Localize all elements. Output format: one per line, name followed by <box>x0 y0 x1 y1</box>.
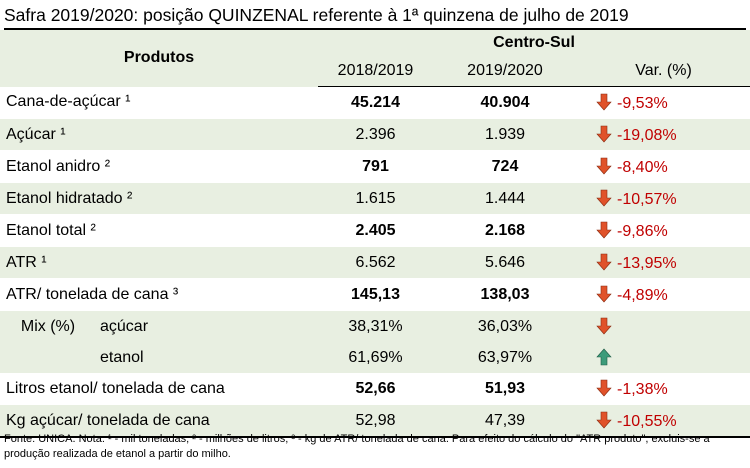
row-label: ATR/ tonelada de cana ³ <box>0 278 318 311</box>
variation-value: -10,57% <box>617 190 677 208</box>
value-2018: 791 <box>318 150 433 183</box>
products-header: Produtos <box>0 30 318 87</box>
value-2019: 138,03 <box>433 278 577 311</box>
variation-value: -1,38% <box>617 380 668 398</box>
row-label: Açúcar ¹ <box>0 118 318 151</box>
value-2019: 51,93 <box>433 373 577 405</box>
variation-cell: -9,86% <box>577 214 750 247</box>
year-2018-header: 2018/2019 <box>318 56 433 87</box>
mix-sugar-label: açúcar <box>100 317 149 335</box>
variation-value: -13,95% <box>617 254 677 272</box>
production-table: Produtos Centro-Sul 2018/2019 2019/2020 … <box>0 30 750 438</box>
variation-value: -19,08% <box>617 126 677 144</box>
mix-sugar-trend <box>577 310 750 342</box>
region-header: Centro-Sul <box>318 30 750 56</box>
row-label: Etanol total ² <box>0 214 318 247</box>
value-2018: 45.214 <box>318 86 433 119</box>
row-label: ATR ¹ <box>0 246 318 279</box>
variation-cell: -19,08% <box>577 118 750 151</box>
mix-ethanol-2019: 63,97% <box>433 342 577 373</box>
value-2018: 1.615 <box>318 182 433 215</box>
value-2019: 5.646 <box>433 246 577 279</box>
variation-cell: -4,89% <box>577 278 750 311</box>
variation-value: -8,40% <box>617 158 668 176</box>
variation-value: -10,55% <box>617 412 677 430</box>
value-2018: 145,13 <box>318 278 433 311</box>
row-label: Etanol anidro ² <box>0 150 318 183</box>
value-2018: 52,66 <box>318 373 433 405</box>
variation-value: -9,53% <box>617 94 668 112</box>
variation-cell: -10,55% <box>577 404 750 438</box>
variation-header: Var. (%) <box>577 56 750 87</box>
down-arrow-icon <box>595 93 613 111</box>
mix-row-sugar: Mix (%) açúcar 38,31% 36,03% <box>0 310 750 342</box>
down-arrow-icon <box>595 221 613 239</box>
value-2019: 1.939 <box>433 118 577 151</box>
mix-sugar-2019: 36,03% <box>433 310 577 342</box>
down-arrow-icon <box>595 189 613 207</box>
mix-ethanol-trend <box>577 342 750 373</box>
down-arrow-icon <box>595 157 613 175</box>
down-arrow-icon <box>595 411 613 429</box>
variation-cell: -1,38% <box>577 373 750 405</box>
year-2019-header: 2019/2020 <box>433 56 577 87</box>
variation-cell: -13,95% <box>577 246 750 279</box>
value-2019: 40.904 <box>433 86 577 119</box>
down-arrow-icon <box>595 253 613 271</box>
variation-value: -4,89% <box>617 286 668 304</box>
value-2018: 2.396 <box>318 118 433 151</box>
row-label: Kg açúcar/ tonelada de cana <box>0 404 318 438</box>
down-arrow-icon <box>595 317 613 335</box>
mix-row-ethanol: etanol 61,69% 63,97% <box>0 342 750 373</box>
value-2019: 1.444 <box>433 182 577 215</box>
mix-ethanol-label: etanol <box>100 348 144 366</box>
table-title: Safra 2019/2020: posição QUINZENAL refer… <box>4 2 746 30</box>
mix-ethanol-2018: 61,69% <box>318 342 433 373</box>
mix-label: Mix (%) <box>20 317 76 335</box>
footnote: Fonte: UNICA. Nota: ¹ - mil toneladas; ²… <box>4 433 710 460</box>
value-2018: 52,98 <box>318 404 433 438</box>
variation-value: -9,86% <box>617 222 668 240</box>
row-label: Litros etanol/ tonelada de cana <box>0 373 318 405</box>
row-label: Etanol hidratado ² <box>0 182 318 215</box>
value-2018: 6.562 <box>318 246 433 279</box>
value-2019: 724 <box>433 150 577 183</box>
up-arrow-icon <box>595 348 613 366</box>
variation-cell: -10,57% <box>577 182 750 215</box>
row-label: Cana-de-açúcar ¹ <box>0 86 318 119</box>
mix-sugar-2018: 38,31% <box>318 310 433 342</box>
down-arrow-icon <box>595 285 613 303</box>
variation-cell: -8,40% <box>577 150 750 183</box>
value-2019: 2.168 <box>433 214 577 247</box>
down-arrow-icon <box>595 125 613 143</box>
variation-cell: -9,53% <box>577 86 750 119</box>
value-2019: 47,39 <box>433 404 577 438</box>
down-arrow-icon <box>595 379 613 397</box>
value-2018: 2.405 <box>318 214 433 247</box>
